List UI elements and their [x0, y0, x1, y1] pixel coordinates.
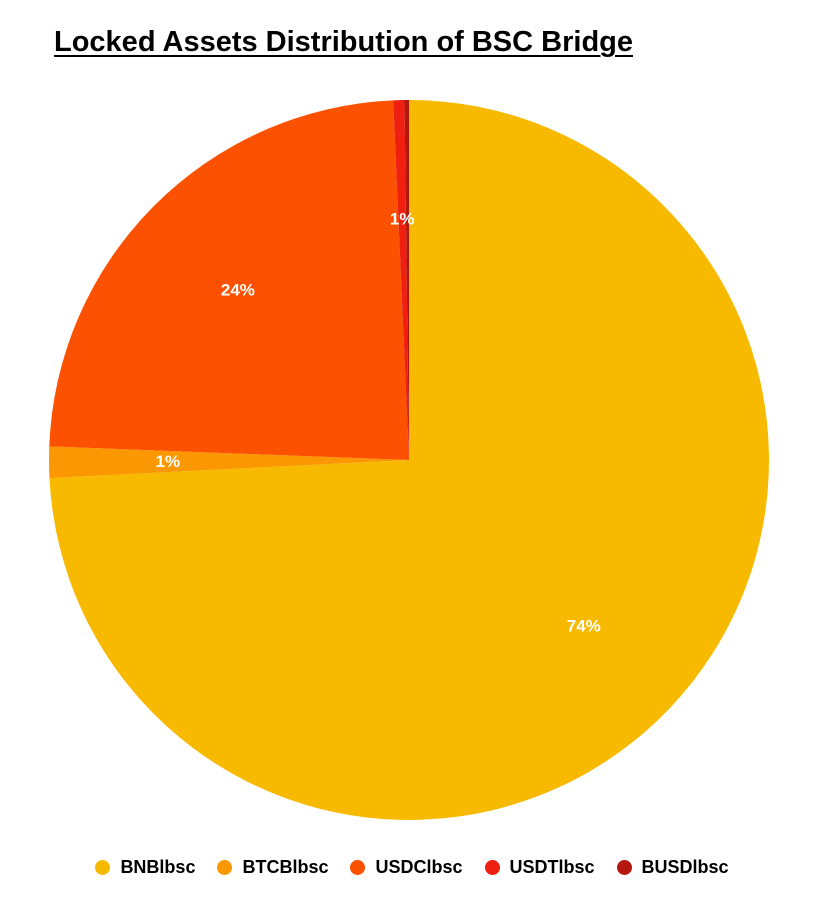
legend-item-btcblbsc: BTCBlbsc: [217, 857, 328, 878]
legend-swatch: [217, 860, 233, 875]
legend-swatch: [95, 860, 111, 875]
data-label-usdclbsc: 24%: [221, 280, 255, 299]
legend-swatch: [616, 860, 632, 875]
legend-label: USDTlbsc: [509, 857, 595, 877]
legend-item-busdlbsc: BUSDlbsc: [616, 857, 729, 878]
chart-legend: BNBlbsc BTCBlbsc USDClbsc USDTlbsc BUSDlbsc: [0, 857, 824, 878]
legend-label: BTCBlbsc: [242, 857, 329, 877]
pie-slice-busdlbsc: [404, 100, 409, 460]
data-label-btcblbsc: 1%: [156, 452, 181, 471]
legend-label: BUSDlbsc: [641, 857, 729, 877]
legend-label: USDClbsc: [375, 857, 463, 877]
legend-item-usdclbsc: USDClbsc: [350, 857, 463, 878]
chart-title: Locked Assets Distribution of BSC Bridge: [54, 26, 633, 58]
legend-swatch: [350, 860, 366, 875]
pie-slice-usdtlbsc: [393, 100, 409, 460]
pie-slice-bnblbsc: [49, 100, 770, 821]
data-label-usdtlbsc: 1%: [390, 209, 415, 228]
legend-label: BNBlbsc: [120, 857, 196, 877]
legend-swatch: [484, 860, 500, 875]
legend-item-bnblbsc: BNBlbsc: [95, 857, 195, 878]
legend-item-usdtlbsc: USDTlbsc: [484, 857, 595, 878]
pie-slice-btcblbsc: [48, 446, 409, 479]
data-label-bnblbsc: 74%: [567, 617, 601, 636]
pie-slice-usdclbsc: [49, 100, 409, 460]
